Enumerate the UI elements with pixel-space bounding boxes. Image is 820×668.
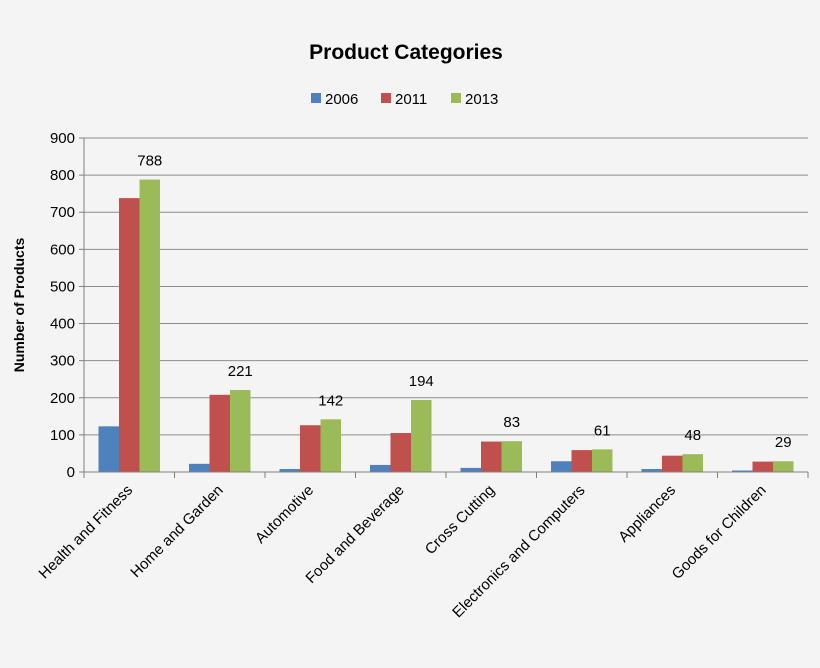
bar-2013 bbox=[682, 454, 703, 472]
bar-2013 bbox=[592, 449, 613, 472]
legend-swatch-2013 bbox=[451, 93, 461, 103]
legend-swatch-2006 bbox=[311, 93, 321, 103]
legend-swatch-2011 bbox=[381, 93, 391, 103]
bar-2013 bbox=[320, 419, 341, 472]
x-category-label: Health and Fitness bbox=[36, 482, 136, 582]
gridlines bbox=[84, 137, 808, 436]
legend-label: 2011 bbox=[395, 91, 427, 108]
bar-2006 bbox=[370, 464, 391, 472]
data-label: 29 bbox=[775, 434, 792, 451]
bar-2011 bbox=[300, 425, 321, 472]
bars bbox=[98, 179, 794, 472]
data-label: 221 bbox=[228, 363, 253, 380]
x-category-label: Appliances bbox=[615, 482, 679, 546]
bar-2013 bbox=[411, 400, 432, 472]
bar-2006 bbox=[732, 470, 753, 472]
y-tick-labels: 0 100 200 300 400 500 600 700 800 900 bbox=[50, 130, 75, 481]
data-label: 194 bbox=[409, 373, 434, 390]
bar-2006 bbox=[279, 469, 300, 472]
bar-2006 bbox=[641, 469, 662, 472]
bar-2011 bbox=[481, 441, 502, 472]
legend-label: 2006 bbox=[325, 91, 358, 108]
axes bbox=[79, 137, 809, 478]
bar-2011 bbox=[119, 198, 140, 472]
bar-2013 bbox=[773, 461, 794, 472]
x-category-label: Food and Beverage bbox=[302, 482, 407, 587]
y-tick-label: 900 bbox=[50, 130, 75, 147]
y-tick-label: 0 bbox=[67, 464, 75, 481]
legend: 2006 2011 2013 bbox=[311, 91, 498, 108]
data-label: 48 bbox=[684, 427, 701, 444]
bar-2011 bbox=[571, 450, 592, 472]
y-tick-label: 300 bbox=[50, 353, 75, 370]
legend-label: 2013 bbox=[465, 91, 498, 108]
y-tick-label: 100 bbox=[50, 427, 75, 444]
data-label: 83 bbox=[503, 414, 520, 431]
bar-2013 bbox=[501, 441, 522, 472]
y-tick-label: 700 bbox=[50, 204, 75, 221]
bar-2006 bbox=[98, 426, 119, 472]
bar-2011 bbox=[662, 455, 683, 472]
x-category-label: Automotive bbox=[252, 482, 317, 547]
data-label: 788 bbox=[137, 153, 162, 170]
y-tick-label: 200 bbox=[50, 390, 75, 407]
y-tick-label: 600 bbox=[50, 241, 75, 258]
bar-2006 bbox=[551, 461, 572, 472]
data-labels: 788 221 142 194 83 61 48 29 bbox=[137, 153, 791, 452]
bar-2006 bbox=[460, 467, 481, 472]
chart-title: Product Categories bbox=[309, 41, 503, 64]
bar-2011 bbox=[752, 461, 773, 472]
x-category-label: Goods for Children bbox=[669, 482, 770, 583]
bar-2011 bbox=[209, 394, 230, 472]
data-label: 142 bbox=[318, 392, 343, 409]
bar-2006 bbox=[189, 463, 210, 472]
bar-2011 bbox=[390, 433, 411, 472]
bar-2013 bbox=[139, 179, 160, 472]
y-axis-label: Number of Products bbox=[11, 238, 27, 373]
y-tick-label: 400 bbox=[50, 316, 75, 333]
x-category-label: Cross Cutting bbox=[422, 482, 498, 558]
x-category-label: Home and Garden bbox=[127, 482, 226, 581]
bar-2013 bbox=[230, 389, 251, 472]
y-tick-label: 500 bbox=[50, 278, 75, 295]
y-tick-label: 800 bbox=[50, 167, 75, 184]
data-label: 61 bbox=[594, 422, 611, 439]
